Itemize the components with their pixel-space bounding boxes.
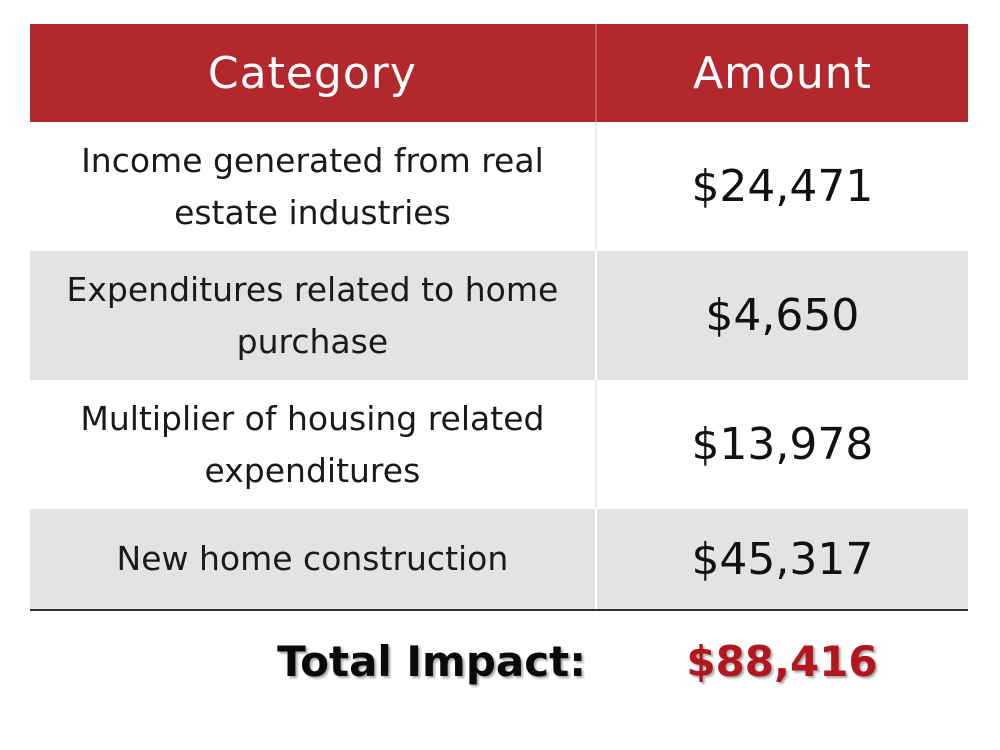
header-divider [594,24,597,122]
column-divider [594,380,597,509]
total-value: $88,416 [686,636,878,686]
table-row: Expenditures related to home purchase $4… [30,251,968,380]
amount-cell: $24,471 [691,161,874,212]
amount-cell: $13,978 [691,419,874,470]
impact-table: Category Amount Income generated from re… [30,24,968,711]
total-row: Total Impact: $88,416 [30,611,968,711]
table-row: New home construction $45,317 [30,509,968,611]
column-divider [594,509,597,609]
column-divider [594,251,597,380]
category-cell: Expenditures related to home purchase [66,269,559,361]
category-cell: Income generated from real estate indust… [81,140,544,232]
amount-column-header: Amount [692,47,872,99]
category-cell: New home construction [116,539,509,578]
amount-cell: $4,650 [705,290,860,341]
table-row: Multiplier of housing related expenditur… [30,380,968,509]
amount-cell: $45,317 [691,533,874,585]
column-divider [594,122,597,251]
category-column-header: Category [207,47,417,99]
category-cell: Multiplier of housing related expenditur… [80,398,545,490]
table-row: Income generated from real estate indust… [30,122,968,251]
table-header-row: Category Amount [30,24,968,122]
total-label: Total Impact: [277,636,586,686]
